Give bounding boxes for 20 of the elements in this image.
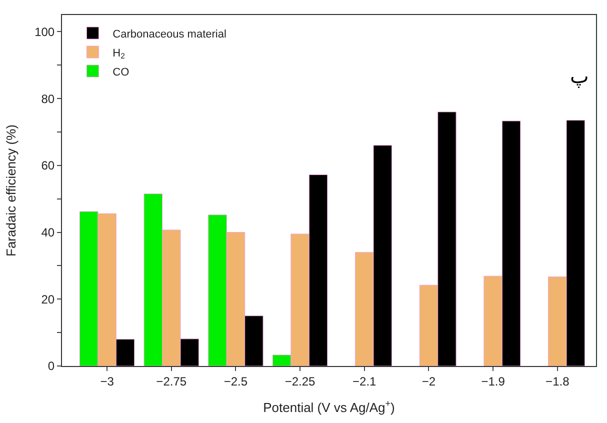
y-tick-label: 60: [41, 158, 55, 173]
y-tick-label: 0: [48, 359, 55, 374]
legend-label: Carbonaceous material: [112, 28, 226, 40]
y-axis-title: Faradaic efficiency (%): [4, 124, 19, 256]
x-tick-label: −2.1: [352, 374, 377, 388]
x-tick-label: −1.9: [481, 374, 506, 388]
legend-label: H$_{2}$: [112, 47, 125, 61]
x-tick-label: −2.75: [156, 374, 187, 388]
x-tick-label: −2: [422, 374, 436, 388]
x-tick-label: −3: [100, 374, 114, 388]
legend-label: CO: [112, 66, 130, 78]
y-tick-label: 80: [41, 92, 55, 106]
x-tick-label: −2.5: [224, 374, 248, 388]
y-tick-label: 20: [41, 292, 55, 306]
annotation: پ: [570, 66, 589, 88]
x-tick-label: −1.8: [546, 374, 570, 388]
x-axis-title: Potential (V vs Ag/Ag$^{+}$): [263, 398, 395, 415]
x-tick-label: −2.25: [284, 374, 316, 388]
y-tick-label: 40: [41, 225, 55, 240]
y-tick-label: 100: [34, 24, 55, 39]
